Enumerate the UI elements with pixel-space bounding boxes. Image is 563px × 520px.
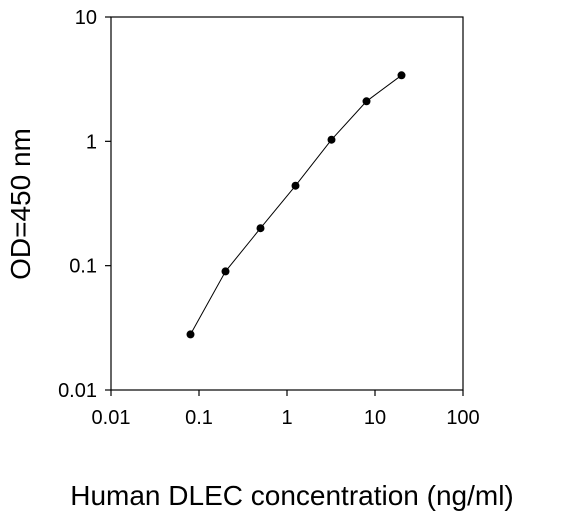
x-tick-label: 1 [281,407,292,429]
x-tick-label: 100 [446,407,479,429]
data-point [327,135,336,144]
x-tick-label: 0.1 [185,407,213,429]
x-tick-label: 0.01 [92,407,131,429]
y-axis: 0.01 0.1 1 10 [58,7,111,402]
data-point [256,224,265,233]
y-tick-label: 0.1 [69,256,97,278]
y-axis-title: OD=450 nm [5,128,36,280]
data-point [186,330,195,339]
x-axis: 0.01 0.1 1 10 100 [92,390,480,429]
series-line [190,74,402,335]
x-axis-title: Human DLEC concentration (ng/ml) [70,480,514,511]
plot-frame [110,16,464,391]
x-tick-label: 10 [364,407,386,429]
data-point [362,97,371,106]
y-tick-label: 10 [75,7,97,29]
data-point [221,267,230,276]
series-layer [186,71,406,339]
y-tick-label: 1 [86,131,97,153]
data-point [291,181,300,190]
data-point [397,71,406,80]
y-tick-label: 0.01 [58,380,97,402]
